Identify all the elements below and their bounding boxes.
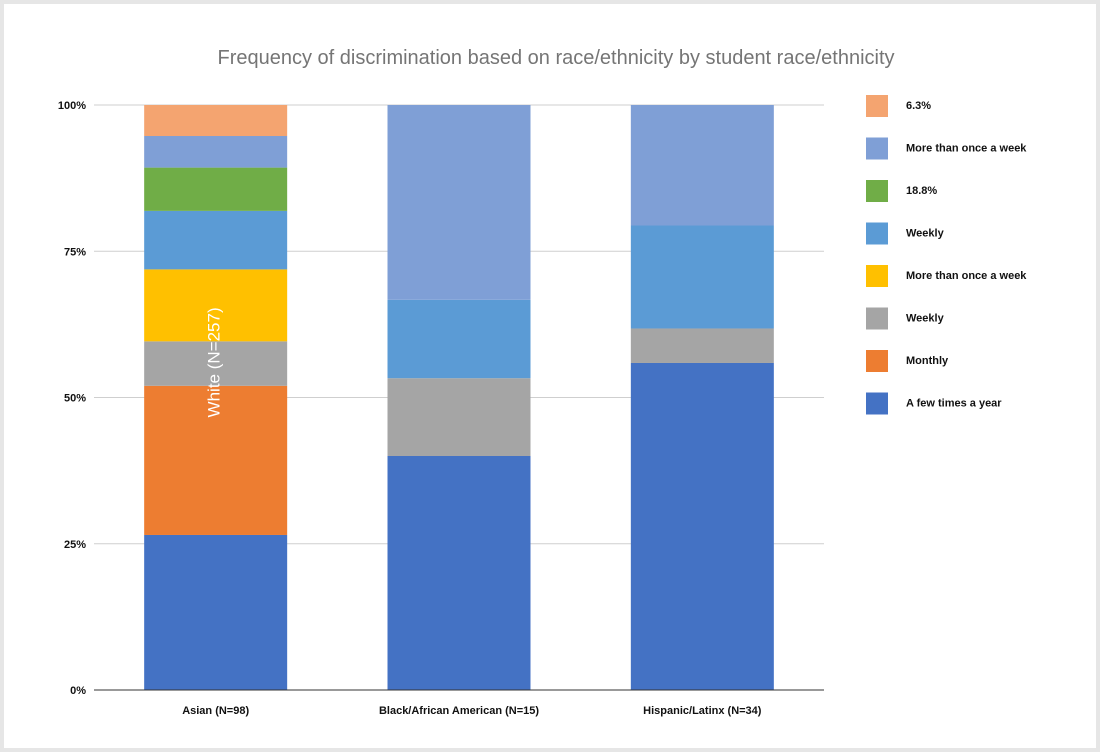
- x-tick-label: Black/African American (N=15): [379, 705, 539, 717]
- legend-label: A few times a year: [906, 398, 1002, 410]
- bar-segment: [144, 167, 288, 211]
- y-tick-label: 100%: [58, 100, 86, 112]
- legend-swatch: [866, 95, 888, 117]
- bar-segment: [144, 269, 288, 342]
- legend-swatch: [866, 307, 888, 330]
- x-tick-label: Hispanic/Latinx (N=34): [643, 705, 762, 717]
- bar-segment: [387, 105, 531, 300]
- legend-label: More than once a week: [906, 270, 1027, 282]
- legend-swatch: [866, 222, 888, 245]
- legend-label: Weekly: [906, 228, 945, 240]
- bar-segment: [630, 105, 774, 226]
- legend-swatch: [866, 137, 888, 160]
- y-tick-label: 0%: [70, 685, 86, 697]
- chart-title: Frequency of discrimination based on rac…: [217, 47, 894, 69]
- bar-segment: [144, 341, 288, 386]
- legend-swatch: [866, 392, 888, 415]
- bar-segment: [144, 210, 288, 270]
- axes: 0% 25% 50% 75% 100% Asian (N=98) Black/African…: [58, 100, 824, 717]
- legend-swatch: [866, 180, 888, 202]
- legend-swatch: [866, 350, 888, 372]
- bar-segment: [144, 385, 288, 535]
- bar-segment: [630, 225, 774, 329]
- bar-segment: [630, 362, 774, 690]
- bar-segment: [387, 299, 531, 379]
- bar-segment: [144, 534, 288, 690]
- legend-label: 6.3%: [906, 100, 931, 112]
- bar-segment: [630, 328, 774, 363]
- legend-label: Monthly: [906, 355, 949, 367]
- y-tick-label: 25%: [64, 539, 86, 551]
- y-tick-label: 75%: [64, 246, 86, 258]
- legend-label: Weekly: [906, 313, 945, 325]
- bar-annotation: White (N=257): [205, 307, 224, 417]
- y-tick-label: 50%: [64, 393, 86, 405]
- annotations: White (N=257): [205, 307, 224, 417]
- bar-segment: [144, 136, 288, 168]
- legend-label: More than once a week: [906, 143, 1027, 155]
- bar-segment: [387, 456, 531, 690]
- bars: [144, 105, 774, 690]
- legend-swatch: [866, 265, 888, 287]
- chart-frame: Frequency of discrimination based on rac…: [4, 4, 1096, 748]
- stacked-bar-chart: Frequency of discrimination based on rac…: [58, 47, 1027, 717]
- x-tick-label: Asian (N=98): [182, 705, 249, 717]
- bar-segment: [144, 105, 288, 137]
- bar-segment: [387, 378, 531, 456]
- legend-label: 18.8%: [906, 185, 937, 197]
- legend: 6.3% More than once a week 18.8% Weekly More…: [866, 95, 1027, 415]
